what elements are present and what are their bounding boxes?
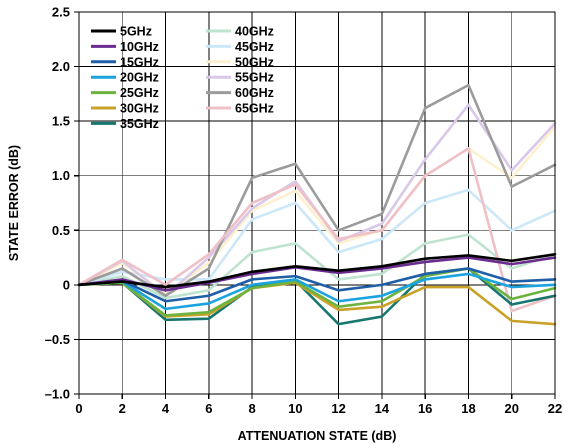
series-line-15ghz — [77, 267, 557, 303]
y-tick-label: 0 — [63, 277, 70, 292]
series-line-55ghz — [77, 103, 557, 298]
x-tick-label: 10 — [288, 401, 302, 416]
series-line-65ghz — [77, 147, 557, 313]
series-line-20ghz — [77, 272, 557, 311]
y-axis-title: STATE ERROR (dB) — [7, 145, 21, 261]
series-line-45ghz — [77, 188, 557, 287]
y-tick-label: –1.0 — [45, 387, 70, 402]
series-line-5ghz — [77, 252, 557, 289]
series-line-40ghz — [77, 233, 557, 300]
legend-entry: 30GHz — [91, 102, 159, 116]
x-tick-label: 20 — [504, 401, 518, 416]
legend-entry: 15GHz — [91, 55, 159, 69]
legend-label: 65GHz — [235, 102, 274, 116]
legend-entry: 55GHz — [206, 71, 274, 85]
y-tick-label: 2.5 — [52, 5, 70, 20]
legend-label: 50GHz — [235, 55, 274, 69]
plot-area-frame — [78, 11, 556, 395]
legend-label: 25GHz — [120, 86, 159, 100]
x-tick-label: 2 — [119, 401, 126, 416]
x-tick-label: 12 — [331, 401, 345, 416]
legend-entry: 5GHz — [91, 25, 152, 39]
legend-label: 30GHz — [120, 102, 159, 116]
x-axis-title: ATTENUATION STATE (dB) — [238, 429, 397, 443]
legend-label: 5GHz — [120, 25, 152, 39]
y-tick-label: 0.5 — [52, 223, 70, 238]
x-tick-label: 0 — [75, 401, 82, 416]
series-line-10ghz — [77, 256, 557, 292]
legend-label: 10GHz — [120, 40, 159, 54]
axis-ticks: 0 2 4 6 8 10 12 14 16 18 20 22 –1.0 –0.5 0 0.5 1.0 1.5 2.0… — [45, 5, 563, 417]
data-series — [77, 83, 557, 326]
y-tick-label: 1.5 — [52, 114, 70, 129]
legend-entry: 50GHz — [206, 55, 274, 69]
x-tick-label: 16 — [418, 401, 432, 416]
legend-entry: 20GHz — [91, 71, 159, 85]
x-tick-label: 4 — [162, 401, 170, 416]
x-tick-label: 6 — [205, 401, 212, 416]
legend-label: 35GHz — [120, 117, 159, 131]
y-tick-label: 1.0 — [52, 168, 70, 183]
series-line-60ghz — [77, 83, 557, 298]
legend-entry: 25GHz — [91, 86, 159, 100]
legend-entry: 35GHz — [91, 117, 159, 131]
legend-label: 40GHz — [235, 25, 274, 39]
x-tick-label: 14 — [375, 401, 390, 416]
legend-entry: 65GHz — [206, 102, 274, 116]
x-tick-label: 22 — [548, 401, 562, 416]
legend-label: 55GHz — [235, 71, 274, 85]
legend-label: 15GHz — [120, 55, 159, 69]
legend-entry: 40GHz — [206, 25, 274, 39]
legend-label: 20GHz — [120, 71, 159, 85]
legend-label: 45GHz — [235, 40, 274, 54]
series-line-25ghz — [77, 267, 557, 317]
legend-entry: 45GHz — [206, 40, 274, 54]
legend-entry: 10GHz — [91, 40, 159, 54]
x-tick-label: 8 — [248, 401, 255, 416]
legend-entry: 60GHz — [206, 86, 274, 100]
y-tick-label: –0.5 — [45, 332, 70, 347]
y-tick-label: 2.0 — [52, 59, 70, 74]
legend-label: 60GHz — [235, 86, 274, 100]
x-tick-label: 18 — [461, 401, 475, 416]
